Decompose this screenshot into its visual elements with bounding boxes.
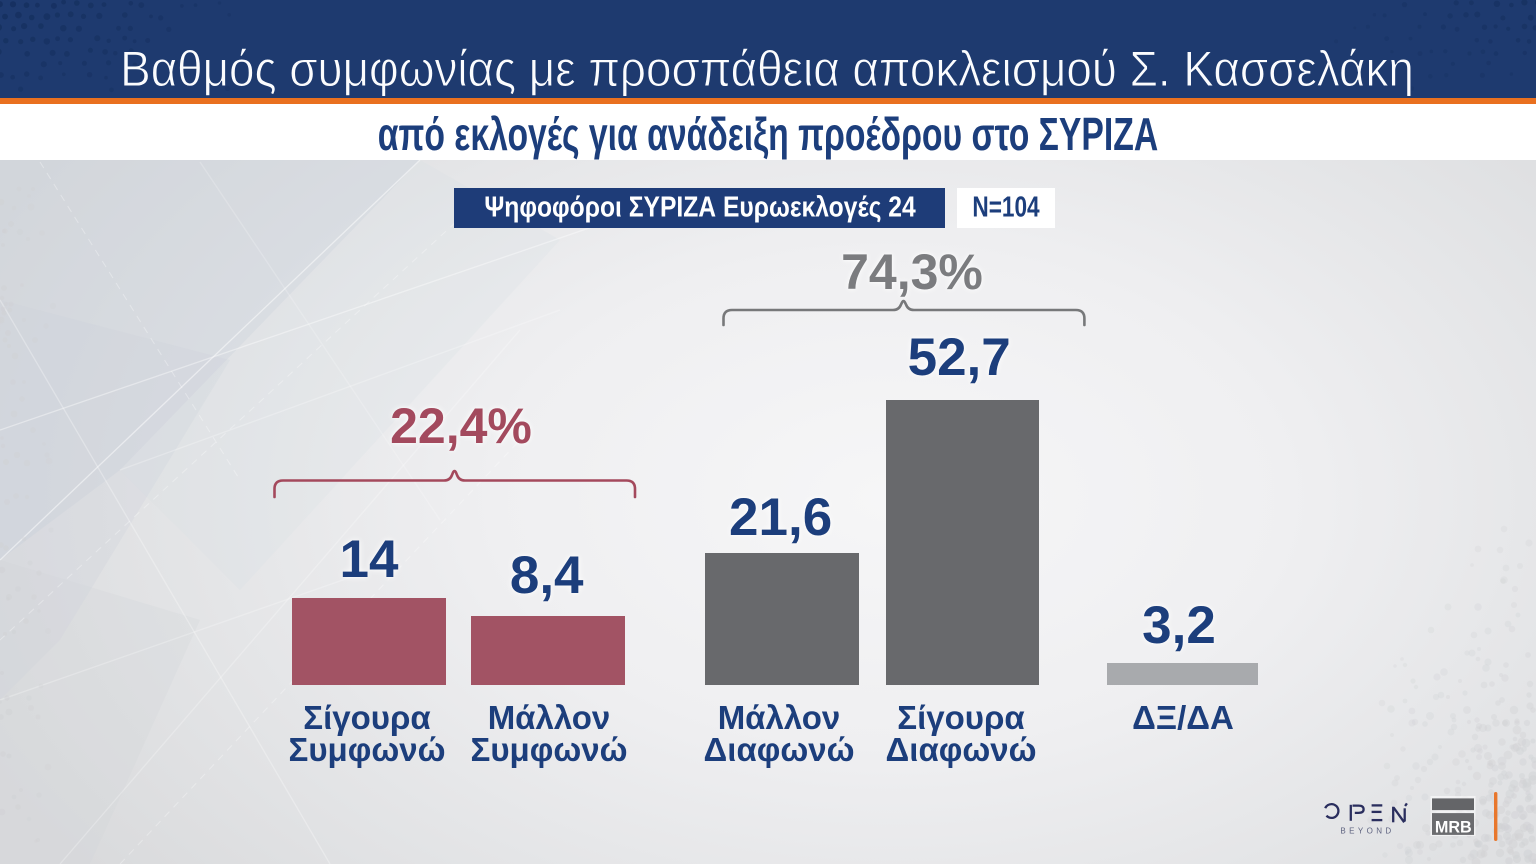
svg-text:MRB: MRB: [1435, 818, 1472, 836]
svg-text:BEYOND: BEYOND: [1340, 827, 1394, 836]
